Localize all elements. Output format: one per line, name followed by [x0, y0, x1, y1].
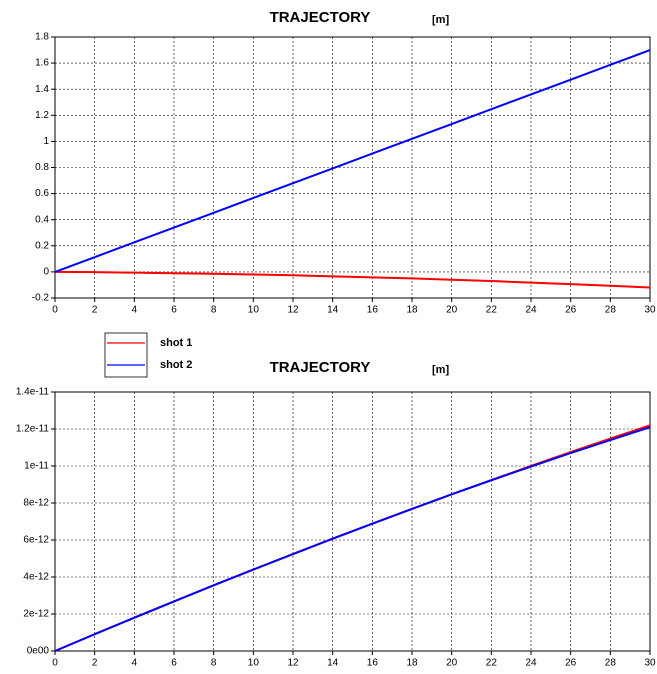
- x-tick-label: 18: [406, 305, 418, 316]
- series-line: [54, 424, 651, 652]
- x-tick-label: 28: [605, 305, 617, 316]
- x-tick-label: 10: [248, 305, 260, 316]
- y-tick-label: 6e-12: [23, 535, 49, 546]
- x-tick-label: 30: [644, 658, 656, 669]
- y-tick-label: 1.2: [35, 110, 49, 121]
- chart-title: TRAJECTORY: [270, 9, 371, 26]
- y-tick-label: 4e-12: [23, 572, 49, 583]
- x-tick-label: 8: [211, 658, 217, 669]
- y-tick-label: 1.4e-11: [16, 387, 50, 398]
- x-tick-label: 18: [406, 658, 418, 669]
- x-tick-label: 0: [52, 658, 58, 669]
- x-tick-label: 26: [565, 305, 577, 316]
- x-tick-label: 20: [446, 305, 458, 316]
- x-tick-label: 30: [644, 305, 656, 316]
- chart-title: TRAJECTORY: [270, 359, 371, 376]
- x-tick-label: 24: [525, 658, 537, 669]
- y-tick-label: -0.2: [32, 293, 50, 304]
- x-tick-label: 8: [211, 305, 217, 316]
- x-tick-label: 14: [327, 305, 339, 316]
- legend-label: shot 2: [160, 359, 192, 371]
- y-tick-label: 0.6: [35, 188, 49, 199]
- unit-label: [m]: [432, 364, 449, 376]
- x-tick-label: 2: [92, 305, 98, 316]
- x-tick-label: 0: [52, 305, 58, 316]
- series-line: [54, 270, 651, 289]
- x-tick-label: 2: [92, 658, 98, 669]
- y-tick-label: 8e-12: [23, 498, 49, 509]
- x-tick-label: 26: [565, 658, 577, 669]
- y-tick-label: 1.2e-11: [16, 424, 50, 435]
- y-tick-label: 0.8: [35, 162, 49, 173]
- y-tick-label: 2e-12: [23, 609, 49, 620]
- y-tick-label: 1.8: [35, 32, 49, 43]
- x-tick-label: 22: [486, 305, 498, 316]
- x-tick-label: 22: [486, 658, 498, 669]
- y-tick-label: 1.4: [35, 84, 49, 95]
- x-tick-label: 20: [446, 658, 458, 669]
- y-tick-label: 1: [43, 136, 49, 147]
- series-line: [54, 426, 651, 652]
- series-line: [54, 49, 651, 273]
- x-tick-label: 4: [132, 305, 138, 316]
- x-tick-label: 12: [287, 658, 299, 669]
- y-tick-label: 1.6: [35, 58, 49, 69]
- x-tick-label: 28: [605, 658, 617, 669]
- x-tick-label: 12: [287, 305, 299, 316]
- y-tick-label: 0e00: [27, 646, 50, 657]
- unit-label: [m]: [432, 14, 449, 26]
- legend-box: [104, 332, 148, 378]
- x-tick-label: 16: [367, 305, 379, 316]
- x-tick-label: 16: [367, 658, 379, 669]
- x-tick-label: 10: [248, 658, 260, 669]
- legend-label: shot 1: [160, 337, 192, 349]
- plot-frame: [54, 36, 651, 299]
- y-tick-label: 0.4: [35, 214, 49, 225]
- y-tick-label: 0.2: [35, 240, 49, 251]
- x-tick-label: 4: [132, 658, 138, 669]
- x-tick-label: 14: [327, 658, 339, 669]
- y-tick-label: 0: [43, 267, 49, 278]
- plot-frame: [54, 391, 651, 652]
- y-tick-label: 1e-11: [24, 461, 49, 472]
- x-tick-label: 6: [171, 658, 177, 669]
- x-tick-label: 24: [525, 305, 537, 316]
- x-tick-label: 6: [171, 305, 177, 316]
